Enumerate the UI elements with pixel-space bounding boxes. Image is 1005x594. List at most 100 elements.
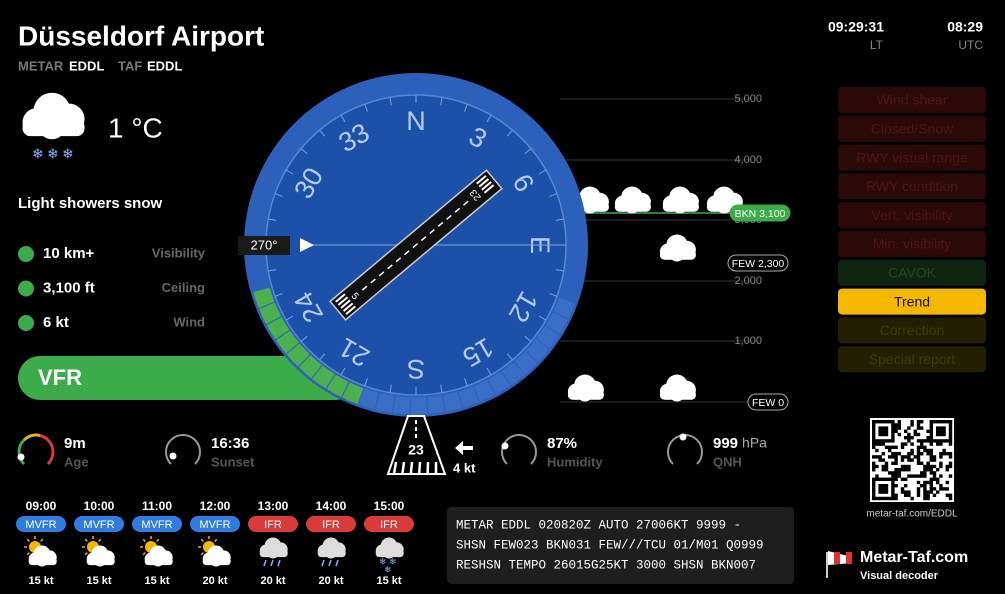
qr-cell — [888, 496, 892, 501]
qr-cell — [881, 458, 885, 462]
runway-pictogram — [386, 415, 447, 475]
layer-label: FEW 0 — [752, 397, 784, 409]
qr-cell — [948, 464, 953, 469]
qr-cell — [936, 468, 940, 472]
qr-cell — [897, 468, 901, 472]
compass-tick — [300, 148, 308, 155]
qr-cell — [907, 432, 911, 437]
qr-cell — [891, 436, 895, 440]
local-label: LT — [870, 38, 884, 52]
qr-cell — [872, 477, 876, 481]
gauge-value: 9m — [64, 435, 86, 452]
qr-cell — [878, 426, 882, 430]
stat-label: Ceiling — [162, 280, 205, 295]
qr-cell — [894, 429, 898, 433]
qr-cell — [945, 468, 949, 472]
alert-label: Special report — [869, 351, 955, 367]
qr-cell — [907, 474, 911, 478]
qr-cell — [891, 487, 895, 491]
qr-cell — [926, 461, 930, 465]
qr-cell — [891, 484, 895, 488]
compass-tick — [340, 367, 346, 376]
qr-cell — [900, 455, 905, 459]
ring-segment — [391, 394, 412, 416]
alert-label: Closed/Snow — [871, 121, 954, 137]
qr-cell — [916, 445, 921, 449]
qr-cell — [923, 484, 927, 488]
qr-cell — [942, 448, 946, 453]
layer-label: FEW 2,300 — [732, 258, 785, 270]
qr-cell — [872, 423, 876, 427]
qr-cell — [929, 429, 933, 433]
qr-cell — [948, 493, 953, 497]
qr-cell — [929, 455, 933, 459]
qr-cell — [916, 474, 921, 478]
qr-cell — [939, 487, 943, 491]
qr-cell — [894, 426, 898, 430]
compass-tick — [440, 97, 443, 106]
metar-code: EDDL — [69, 58, 104, 73]
qr-cell — [888, 420, 892, 424]
qr-cell — [875, 464, 879, 469]
forecast-category-pill — [248, 516, 298, 532]
alert-button — [838, 144, 986, 171]
qr-cell — [929, 458, 933, 462]
qr-cell — [907, 490, 911, 494]
qr-cell — [881, 426, 885, 430]
alert-label: RWY condition — [866, 178, 958, 194]
cloud-base — [86, 557, 115, 566]
compass-tick — [268, 218, 277, 221]
qr-cell — [907, 439, 911, 443]
cloud-base — [144, 557, 173, 566]
qr-cell — [888, 445, 892, 449]
qr-cell — [881, 439, 885, 443]
qr-cell — [916, 448, 921, 453]
qr-cell — [875, 455, 879, 459]
qr-cell — [878, 484, 882, 488]
status-dot — [18, 246, 34, 262]
qr-cell — [932, 477, 937, 481]
qr-cell — [923, 464, 927, 469]
qr-cell — [884, 487, 889, 491]
qr-cell — [926, 448, 930, 453]
sun-ray — [98, 538, 102, 542]
wind-speed-arrow — [455, 441, 473, 455]
qr-cell — [948, 452, 953, 456]
compass-tick — [268, 269, 277, 272]
qr-cell — [891, 426, 895, 430]
qr-cell — [891, 477, 895, 481]
compass-tick — [389, 97, 392, 106]
qr-cell — [945, 420, 949, 424]
forecast-category: MVFR — [25, 519, 56, 531]
qr-cell — [878, 429, 882, 433]
qr-cell — [891, 432, 895, 437]
qr-cell — [916, 458, 921, 462]
qr-cell — [872, 480, 876, 485]
qr-cell — [948, 429, 953, 433]
forecast-wind: 15 kt — [86, 575, 111, 587]
qr-cell — [900, 458, 905, 462]
threshold-bar — [340, 299, 351, 309]
qr-cell — [936, 429, 940, 433]
rain-drop — [270, 559, 274, 567]
qr-cell — [916, 493, 921, 497]
sun-ray — [40, 538, 44, 542]
gauge-arc — [165, 433, 201, 465]
active-runway: 23 — [408, 442, 424, 458]
gauge-value: 16:36 — [211, 435, 249, 452]
qr-cell — [900, 468, 905, 472]
threshold-bar — [478, 178, 490, 188]
alert-label: Vert. visibility — [872, 207, 953, 223]
qr-cell — [920, 439, 924, 443]
alert-label: Wind shear — [877, 92, 948, 108]
cloud-icon — [659, 374, 696, 402]
qr-cell — [900, 464, 905, 469]
qr-cell — [904, 455, 908, 459]
qr-cell — [904, 490, 908, 494]
compass-tick — [524, 148, 532, 155]
sun-ray — [84, 552, 88, 556]
qr-cell — [907, 464, 911, 469]
runway: 523 — [329, 169, 503, 321]
sun-ray — [200, 538, 204, 542]
utc-time: 08:29 — [947, 19, 983, 35]
